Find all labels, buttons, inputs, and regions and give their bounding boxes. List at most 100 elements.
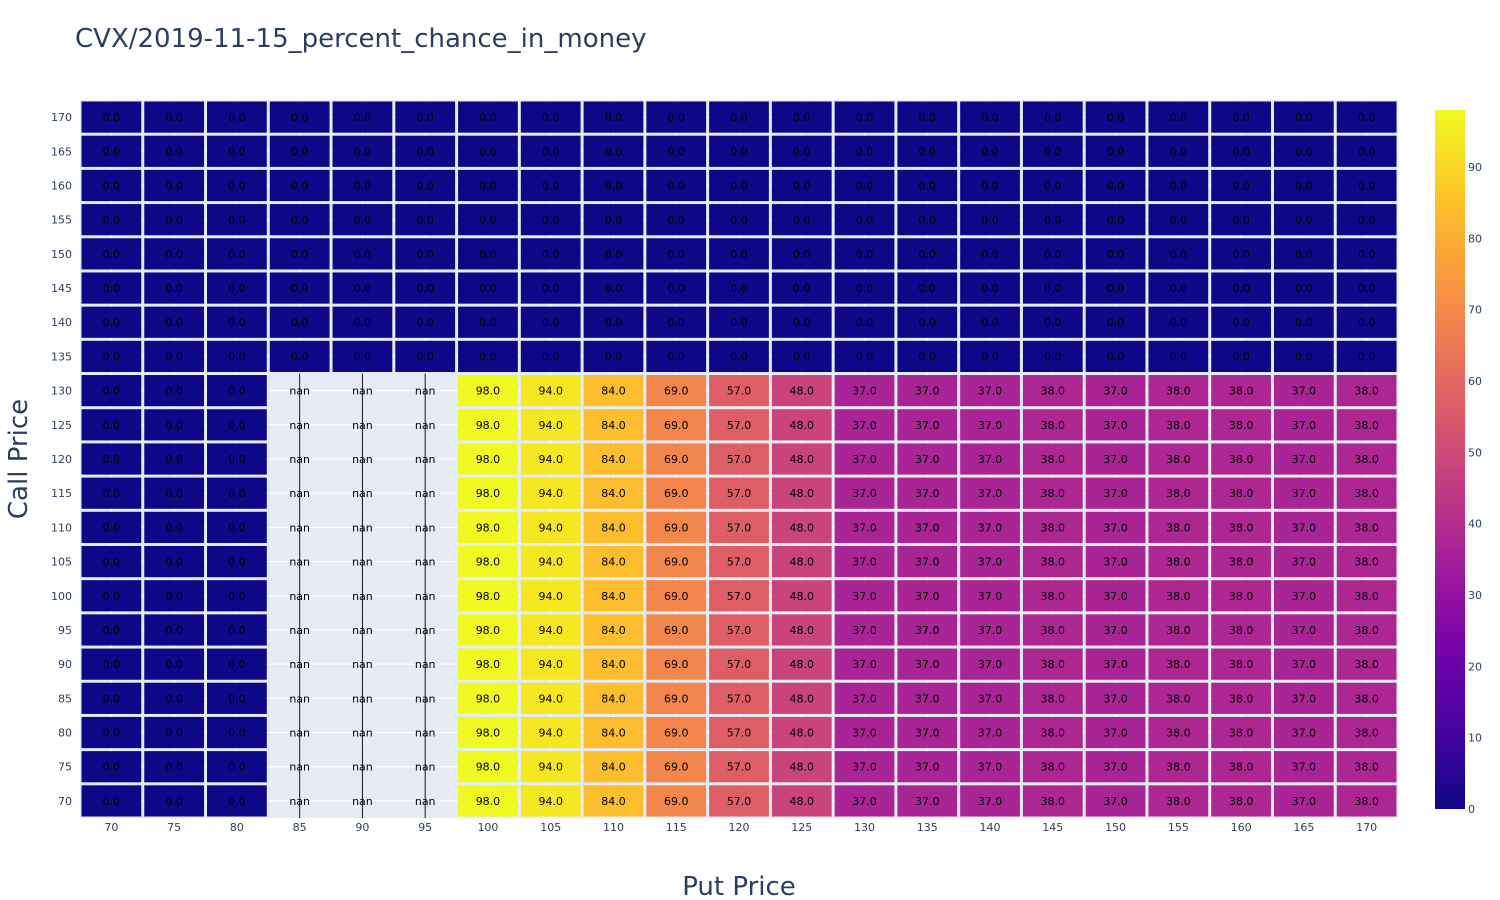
cell-label: 0.0 (919, 316, 937, 329)
cell-label: 0.0 (354, 248, 372, 261)
heatmap-cell (960, 340, 1020, 373)
heatmap-cell (1148, 272, 1209, 304)
heatmap-cell (1273, 375, 1334, 407)
x-tick-label: 85 (293, 821, 307, 834)
heatmap-cell (834, 716, 895, 749)
heatmap-cell (207, 443, 267, 475)
cell-label: 0.0 (605, 214, 623, 227)
heatmap-cell (269, 272, 330, 304)
cell-label: 0.0 (103, 761, 121, 774)
heatmap-cell (1273, 340, 1334, 373)
cell-label: 0.0 (1044, 214, 1062, 227)
cell-label: nan (289, 385, 310, 398)
heatmap-cell (207, 580, 267, 612)
heatmap-cell (771, 169, 832, 202)
cell-label: 48.0 (790, 624, 815, 637)
cell-label: 0.0 (856, 111, 874, 124)
heatmap-cell (269, 204, 330, 236)
heatmap-cell (144, 340, 205, 373)
cell-label: 37.0 (852, 727, 877, 740)
heatmap-cell (1336, 785, 1397, 817)
heatmap-cell (458, 204, 518, 236)
cell-label: 0.0 (354, 179, 372, 192)
cell-label: 84.0 (601, 692, 626, 705)
cell-label: 0.0 (1107, 350, 1125, 363)
cell-label: 0.0 (103, 179, 121, 192)
cell-label: 98.0 (476, 385, 501, 398)
heatmap-cell (709, 272, 769, 304)
heatmap-cell (1022, 238, 1083, 270)
heatmap-cell (771, 545, 832, 578)
heatmap-cell (144, 306, 205, 338)
cell-label: nan (415, 795, 436, 808)
heatmap-cell (1336, 614, 1397, 646)
cell-label: 0.0 (228, 214, 246, 227)
cell-label: 0.0 (103, 658, 121, 671)
cell-label: nan (352, 419, 373, 432)
heatmap-cell (81, 477, 142, 509)
cell-label: 37.0 (1103, 590, 1128, 603)
cell-label: 38.0 (1166, 761, 1191, 774)
heatmap-cell (960, 648, 1020, 680)
heatmap-cell (1273, 306, 1334, 338)
heatmap-cell (520, 614, 581, 646)
heatmap-cell (960, 272, 1020, 304)
heatmap-cell (834, 751, 895, 783)
heatmap-cell (81, 648, 142, 680)
y-tick-label: 120 (51, 453, 72, 466)
cell-label: 0.0 (479, 214, 497, 227)
cell-label: 0.0 (1044, 248, 1062, 261)
heatmap-cell (144, 751, 205, 783)
heatmap-cell (960, 135, 1020, 167)
cell-label: nan (415, 521, 436, 534)
cell-label: 0.0 (1295, 248, 1313, 261)
cell-label: 38.0 (1354, 385, 1379, 398)
heatmap-cell (1211, 443, 1271, 475)
heatmap-cell (1273, 409, 1334, 441)
cell-label: 0.0 (919, 350, 937, 363)
heatmap-cell (646, 375, 707, 407)
cell-label: 0.0 (730, 179, 748, 192)
cell-label: 0.0 (730, 350, 748, 363)
colorbar-tick-label: 50 (1468, 446, 1482, 459)
heatmap-cell (1211, 580, 1271, 612)
cell-label: 0.0 (354, 111, 372, 124)
cell-label: 0.0 (1358, 214, 1376, 227)
cell-label: 0.0 (981, 179, 999, 192)
heatmap-cell (1211, 511, 1271, 543)
cell-label: 0.0 (856, 282, 874, 295)
cell-label: 37.0 (852, 419, 877, 432)
heatmap-cell (771, 785, 832, 817)
cell-label: 0.0 (856, 179, 874, 192)
heatmap-cell (897, 545, 958, 578)
heatmap-cell (81, 545, 142, 578)
heatmap-cell (583, 375, 644, 407)
cell-label: 0.0 (1107, 214, 1125, 227)
heatmap-cell (1085, 785, 1146, 817)
x-tick-label: 160 (1231, 821, 1252, 834)
heatmap-cell (646, 682, 707, 714)
heatmap-cell (960, 375, 1020, 407)
heatmap-cell (709, 340, 769, 373)
cell-label: 0.0 (165, 658, 183, 671)
cell-label: 48.0 (790, 692, 815, 705)
heatmap-cell (520, 511, 581, 543)
cell-label: nan (415, 487, 436, 500)
cell-label: 38.0 (1041, 761, 1066, 774)
heatmap-cell (1211, 238, 1271, 270)
heatmap-cell (583, 135, 644, 167)
cell-label: 37.0 (1292, 795, 1317, 808)
heatmap-cell (646, 272, 707, 304)
heatmap-cell (897, 204, 958, 236)
cell-label: 37.0 (915, 521, 940, 534)
cell-label: 0.0 (1170, 248, 1188, 261)
heatmap-cell (144, 545, 205, 578)
cell-label: 94.0 (538, 692, 563, 705)
cell-label: 0.0 (793, 179, 811, 192)
heatmap-cell (395, 238, 456, 270)
heatmap-cell (834, 169, 895, 202)
heatmap-cell (269, 306, 330, 338)
cell-label: 37.0 (915, 795, 940, 808)
cell-label: 38.0 (1041, 692, 1066, 705)
heatmap-cell (81, 785, 142, 817)
